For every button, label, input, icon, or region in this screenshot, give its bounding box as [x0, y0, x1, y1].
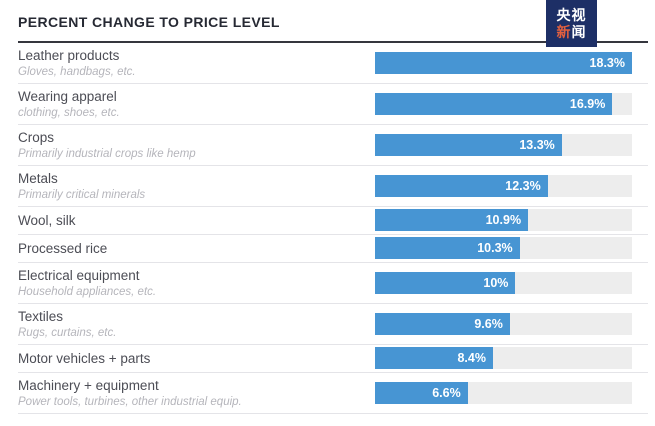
- category-label: Metals: [18, 171, 58, 186]
- row-label-block: Wool, silk: [18, 212, 375, 229]
- row-label-block: Textiles Rugs, curtains, etc.: [18, 308, 375, 340]
- chart-title: PERCENT CHANGE TO PRICE LEVEL: [18, 14, 280, 30]
- category-label: Crops: [18, 130, 55, 145]
- logo-line2: 新闻: [557, 24, 587, 41]
- bar-track: 12.3%: [375, 175, 632, 197]
- chart-row: Wool, silk 10.9%: [18, 207, 648, 235]
- bar-fill: 16.9%: [375, 93, 613, 115]
- chart-row: Metals Primarily critical minerals 12.3%: [18, 166, 648, 207]
- category-sublabel: Gloves, handbags, etc.: [18, 66, 136, 78]
- bar-value-label: 10.3%: [477, 241, 513, 255]
- bar-fill: 10%: [375, 272, 516, 294]
- chart-header: PERCENT CHANGE TO PRICE LEVEL: [18, 0, 648, 43]
- row-label-block: Machinery + equipment Power tools, turbi…: [18, 377, 375, 409]
- row-label-block: Metals Primarily critical minerals: [18, 170, 375, 202]
- bar-value-label: 12.3%: [505, 179, 541, 193]
- bar-value-label: 9.6%: [474, 317, 503, 331]
- bar-track: 10%: [375, 272, 632, 294]
- bar-fill: 18.3%: [375, 52, 632, 74]
- bar-track: 9.6%: [375, 313, 632, 335]
- row-label-block: Crops Primarily industrial crops like he…: [18, 129, 375, 161]
- bar-track: 6.6%: [375, 382, 632, 404]
- category-label: Motor vehicles + parts: [18, 350, 151, 366]
- category-sublabel: Primarily critical minerals: [18, 189, 146, 201]
- bar-track: 18.3%: [375, 52, 632, 74]
- bar-fill: 12.3%: [375, 175, 548, 197]
- category-label: Leather products: [18, 48, 120, 63]
- category-label: Electrical equipment: [18, 268, 140, 283]
- bar-value-label: 6.6%: [432, 386, 461, 400]
- category-sublabel: Household appliances, etc.: [18, 286, 157, 298]
- category-sublabel: Power tools, turbines, other industrial …: [18, 396, 242, 408]
- category-label: Wearing apparel: [18, 89, 117, 104]
- category-sublabel: Primarily industrial crops like hemp: [18, 148, 196, 160]
- cctv-news-logo: 央视 新闻: [546, 0, 597, 47]
- bar-track: 16.9%: [375, 93, 632, 115]
- bar-value-label: 18.3%: [589, 56, 625, 70]
- bar-value-label: 16.9%: [569, 97, 606, 111]
- bar-track: 8.4%: [375, 347, 632, 369]
- chart-row: Textiles Rugs, curtains, etc. 9.6%: [18, 304, 648, 345]
- row-label-block: Motor vehicles + parts: [18, 350, 375, 367]
- chart-row: Machinery + equipment Power tools, turbi…: [18, 373, 648, 414]
- chart-row: Wearing apparel clothing, shoes, etc. 16…: [18, 84, 648, 125]
- category-sublabel: Rugs, curtains, etc.: [18, 327, 117, 339]
- logo-line2-char1: 新: [556, 23, 572, 40]
- category-sublabel: clothing, shoes, etc.: [18, 107, 120, 119]
- bar-fill: 8.4%: [375, 347, 493, 369]
- bar-track: 10.9%: [375, 209, 632, 231]
- bar-chart-rows: Leather products Gloves, handbags, etc. …: [18, 43, 648, 414]
- row-label-block: Electrical equipment Household appliance…: [18, 267, 375, 299]
- logo-line1: 央视: [556, 6, 587, 23]
- bar-fill: 13.3%: [375, 134, 562, 156]
- chart-row: Processed rice 10.3%: [18, 235, 648, 263]
- bar-fill: 10.3%: [375, 237, 520, 259]
- bar-value-label: 8.4%: [457, 351, 486, 365]
- row-label-block: Wearing apparel clothing, shoes, etc.: [18, 88, 375, 120]
- chart-row: Motor vehicles + parts 8.4%: [18, 345, 648, 373]
- bar-value-label: 13.3%: [519, 138, 555, 152]
- category-label: Machinery + equipment: [18, 378, 159, 393]
- row-label-block: Processed rice: [18, 240, 375, 257]
- bar-fill: 6.6%: [375, 382, 468, 404]
- chart-row: Electrical equipment Household appliance…: [18, 263, 648, 304]
- bar-fill: 10.9%: [375, 209, 529, 231]
- logo-line2-char2: 闻: [571, 23, 587, 40]
- bar-track: 13.3%: [375, 134, 632, 156]
- bar-fill: 9.6%: [375, 313, 510, 335]
- chart-row: Crops Primarily industrial crops like he…: [18, 125, 648, 166]
- chart-row: Leather products Gloves, handbags, etc. …: [18, 43, 648, 84]
- category-label: Textiles: [18, 309, 64, 324]
- bar-value-label: 10%: [483, 276, 509, 290]
- category-label: Wool, silk: [18, 212, 76, 228]
- row-label-block: Leather products Gloves, handbags, etc.: [18, 47, 375, 79]
- category-label: Processed rice: [18, 240, 108, 256]
- bar-value-label: 10.9%: [485, 213, 522, 227]
- bar-track: 10.3%: [375, 237, 632, 259]
